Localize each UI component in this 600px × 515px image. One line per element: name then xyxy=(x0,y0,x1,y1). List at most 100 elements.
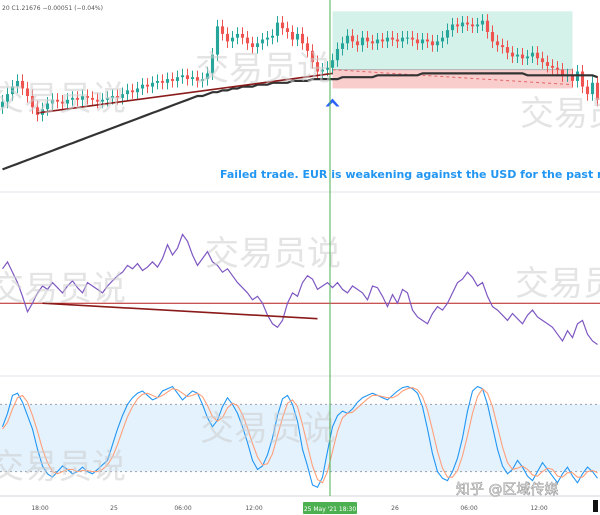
candle-body[interactable] xyxy=(50,99,55,104)
candle-body[interactable] xyxy=(480,20,485,25)
candle-body[interactable] xyxy=(505,47,510,53)
candle-body[interactable] xyxy=(300,33,305,44)
rsi-divergence-line[interactable] xyxy=(42,302,318,320)
candle-body[interactable] xyxy=(360,37,365,46)
time-axis[interactable]: 18:00 25 06:00 12:00 26 06:00 12:00 25 May '21 … xyxy=(31,502,548,514)
candle-body[interactable] xyxy=(285,28,290,32)
candle-body[interactable] xyxy=(75,97,80,100)
candle-body[interactable] xyxy=(520,54,525,59)
candle-body[interactable] xyxy=(130,90,135,93)
candle-body[interactable] xyxy=(0,101,5,108)
candle-body[interactable] xyxy=(190,77,195,80)
candle-body[interactable] xyxy=(570,75,575,81)
rsi-pane[interactable] xyxy=(0,233,600,345)
scroll-handle[interactable] xyxy=(593,500,598,512)
candle-body[interactable] xyxy=(290,32,295,40)
candle-body[interactable] xyxy=(525,56,530,59)
candle-body[interactable] xyxy=(390,37,395,40)
candle-body[interactable] xyxy=(5,94,10,102)
candle-body[interactable] xyxy=(175,77,180,81)
candle-body[interactable] xyxy=(110,96,115,98)
candle-body[interactable] xyxy=(275,22,280,36)
candle-body[interactable] xyxy=(220,26,225,34)
candle-body[interactable] xyxy=(35,107,40,115)
candle-body[interactable] xyxy=(235,33,240,38)
stochastic-d-line[interactable] xyxy=(2,387,598,484)
candle-body[interactable] xyxy=(430,41,435,46)
candle-body[interactable] xyxy=(420,39,425,44)
candle-body[interactable] xyxy=(475,24,480,27)
candle-body[interactable] xyxy=(495,41,500,46)
candle-body[interactable] xyxy=(435,41,440,46)
candle-body[interactable] xyxy=(245,37,250,44)
candle-body[interactable] xyxy=(205,73,210,80)
rsi-line[interactable] xyxy=(2,233,598,345)
candle-body[interactable] xyxy=(395,39,400,42)
candle-body[interactable] xyxy=(10,86,15,95)
candle-body[interactable] xyxy=(580,71,585,87)
candle-body[interactable] xyxy=(400,37,405,42)
candle-body[interactable] xyxy=(535,52,540,59)
candle-body[interactable] xyxy=(280,22,285,29)
candle-body[interactable] xyxy=(315,62,320,72)
candle-body[interactable] xyxy=(85,96,90,98)
candle-body[interactable] xyxy=(140,84,145,89)
candle-body[interactable] xyxy=(295,33,300,40)
candle-body[interactable] xyxy=(510,52,515,57)
stochastic-pane[interactable] xyxy=(0,385,600,489)
candle-body[interactable] xyxy=(555,67,560,70)
candle-body[interactable] xyxy=(545,62,550,66)
candle-body[interactable] xyxy=(450,24,455,31)
candle-body[interactable] xyxy=(375,39,380,44)
candle-body[interactable] xyxy=(465,22,470,25)
candle-body[interactable] xyxy=(350,35,355,42)
candle-body[interactable] xyxy=(490,32,495,42)
candle-body[interactable] xyxy=(240,33,245,38)
candle-body[interactable] xyxy=(540,58,545,63)
candle-body[interactable] xyxy=(320,69,325,72)
entry-arrow-icon[interactable] xyxy=(325,98,340,107)
candle-body[interactable] xyxy=(355,41,360,46)
candle-body[interactable] xyxy=(255,43,260,48)
candle-body[interactable] xyxy=(265,37,270,40)
candle-body[interactable] xyxy=(165,79,170,83)
candle-body[interactable] xyxy=(150,82,155,87)
candle-body[interactable] xyxy=(385,37,390,42)
candle-body[interactable] xyxy=(145,84,150,87)
candle-body[interactable] xyxy=(215,26,220,55)
candle-body[interactable] xyxy=(325,67,330,70)
candle-body[interactable] xyxy=(460,22,465,27)
candle-body[interactable] xyxy=(230,37,235,42)
candle-body[interactable] xyxy=(485,20,490,32)
candle-body[interactable] xyxy=(365,37,370,42)
candle-body[interactable] xyxy=(345,35,350,44)
candle-body[interactable] xyxy=(25,88,30,96)
candle-body[interactable] xyxy=(440,37,445,42)
candle-body[interactable] xyxy=(250,43,255,48)
candle-body[interactable] xyxy=(65,99,70,104)
candle-body[interactable] xyxy=(155,80,160,83)
candle-body[interactable] xyxy=(195,77,200,81)
candle-body[interactable] xyxy=(530,52,535,57)
candle-body[interactable] xyxy=(340,43,345,49)
candle-body[interactable] xyxy=(210,54,215,74)
candle-body[interactable] xyxy=(30,96,35,108)
candle-body[interactable] xyxy=(330,60,335,68)
candle-body[interactable] xyxy=(225,33,230,42)
candle-body[interactable] xyxy=(455,24,460,27)
candle-body[interactable] xyxy=(45,103,50,110)
candle-body[interactable] xyxy=(185,75,190,80)
candle-body[interactable] xyxy=(310,50,315,63)
candle-body[interactable] xyxy=(100,99,105,102)
candle-body[interactable] xyxy=(335,48,340,61)
candle-body[interactable] xyxy=(120,94,125,98)
stochastic-k-line[interactable] xyxy=(1,385,598,489)
candle-body[interactable] xyxy=(105,97,110,100)
candle-body[interactable] xyxy=(95,99,100,102)
candle-body[interactable] xyxy=(70,97,75,100)
candle-body[interactable] xyxy=(445,30,450,38)
candle-body[interactable] xyxy=(410,37,415,40)
candle-body[interactable] xyxy=(415,39,420,44)
candle-body[interactable] xyxy=(425,39,430,42)
